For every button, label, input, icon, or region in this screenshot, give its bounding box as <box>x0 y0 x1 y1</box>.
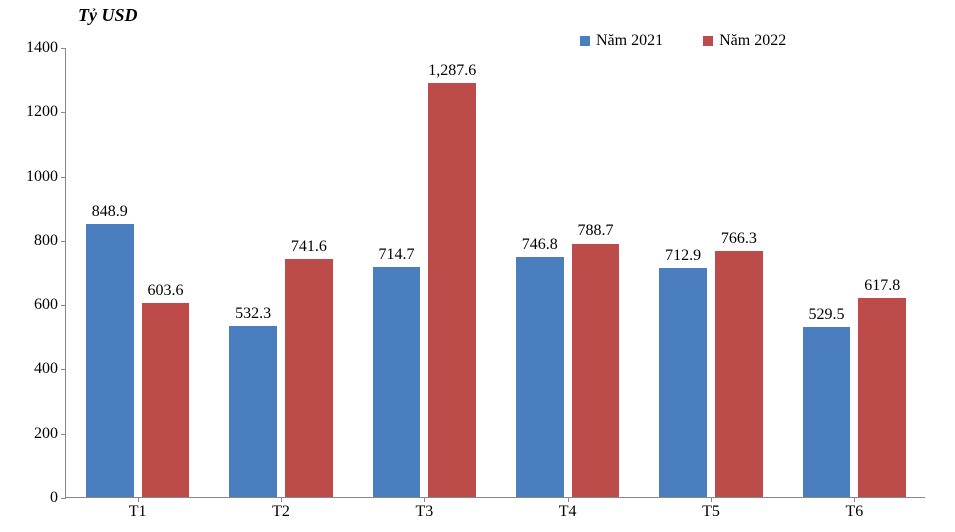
bar <box>86 224 133 497</box>
bar <box>803 327 850 497</box>
bar-value-label: 746.8 <box>522 236 558 254</box>
y-axis-title: Tỷ USD <box>78 5 138 26</box>
legend-swatch <box>580 36 590 46</box>
bar <box>142 303 189 497</box>
y-tick-mark <box>61 369 66 370</box>
bar <box>428 83 475 497</box>
bar-value-label: 714.7 <box>378 246 414 264</box>
y-tick-label: 1400 <box>26 39 66 57</box>
legend-swatch <box>703 36 713 46</box>
bar <box>572 244 619 498</box>
bar <box>373 267 420 497</box>
bar-chart: Tỷ USD 0200400600800100012001400T1848.96… <box>0 0 955 532</box>
y-tick-label: 1000 <box>26 168 66 186</box>
legend-item: Năm 2022 <box>703 32 786 50</box>
legend-item: Năm 2021 <box>580 32 663 50</box>
y-tick-mark <box>61 112 66 113</box>
x-tick-label: T3 <box>415 497 433 521</box>
bar-value-label: 741.6 <box>291 238 327 256</box>
bar-value-label: 712.9 <box>665 247 701 265</box>
bar-value-label: 603.6 <box>148 282 184 300</box>
bar-value-label: 1,287.6 <box>428 62 476 80</box>
bar-value-label: 848.9 <box>92 203 128 221</box>
legend-label: Năm 2021 <box>596 32 663 50</box>
bar-value-label: 766.3 <box>721 230 757 248</box>
x-tick-label: T5 <box>702 497 720 521</box>
y-tick-mark <box>61 434 66 435</box>
y-tick-mark <box>61 241 66 242</box>
y-tick-mark <box>61 498 66 499</box>
x-tick-label: T2 <box>272 497 290 521</box>
y-tick-mark <box>61 48 66 49</box>
bar <box>229 326 276 497</box>
bar-value-label: 617.8 <box>864 277 900 295</box>
bar-value-label: 532.3 <box>235 305 271 323</box>
x-tick-label: T4 <box>559 497 577 521</box>
x-tick-label: T6 <box>845 497 863 521</box>
legend: Năm 2021 Năm 2022 <box>580 32 786 50</box>
x-tick-label: T1 <box>129 497 147 521</box>
y-tick-mark <box>61 305 66 306</box>
legend-label: Năm 2022 <box>719 32 786 50</box>
bar-value-label: 788.7 <box>578 222 614 240</box>
bar-value-label: 529.5 <box>808 306 844 324</box>
bar <box>715 251 762 497</box>
bar <box>285 259 332 497</box>
bar <box>516 257 563 497</box>
plot-area: 0200400600800100012001400T1848.9603.6T25… <box>65 48 925 498</box>
bar <box>858 298 905 497</box>
bar <box>659 268 706 497</box>
y-tick-label: 1200 <box>26 103 66 121</box>
y-tick-mark <box>61 177 66 178</box>
